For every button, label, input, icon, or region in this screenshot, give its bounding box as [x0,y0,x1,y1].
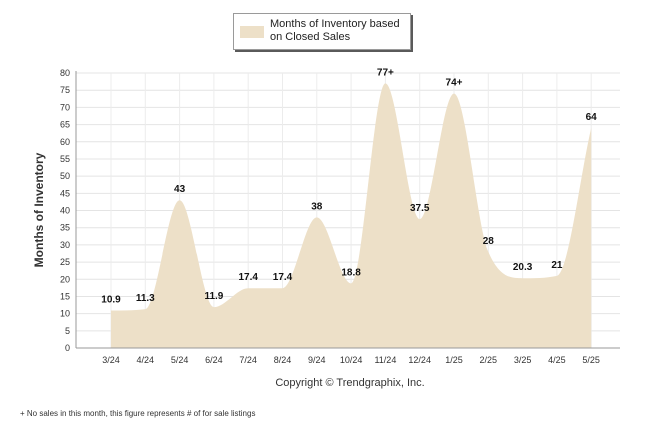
y-tick-label: 60 [60,137,70,147]
data-label: 74+ [446,78,463,89]
data-label: 21 [551,260,563,271]
data-label: 17.4 [273,272,293,283]
y-tick-label: 5 [65,326,70,336]
y-tick-label: 25 [60,257,70,267]
data-label: 18.8 [341,267,361,278]
y-axis-label: Months of Inventory [32,152,46,267]
y-tick-label: 20 [60,274,70,284]
y-tick-label: 45 [60,188,70,198]
data-labels: 10.9 11.3 43 11.9 17.4 17.4 38 18.8 77+ 37.5 74+ 28… [101,67,597,305]
y-tick-label: 15 [60,291,70,301]
y-tick-label: 55 [60,154,70,164]
data-label: 10.9 [101,295,121,306]
x-tick-label: 12/24 [408,355,431,365]
y-tick-label: 10 [60,309,70,319]
x-tick-label: 11/24 [374,355,396,365]
y-tick-label: 75 [60,85,70,95]
y-tick-label: 35 [60,223,70,233]
data-label: 77+ [377,67,394,78]
y-tick-label: 65 [60,120,70,130]
legend: Months of Inventory based on Closed Sale… [233,13,411,50]
data-label: 43 [174,184,186,195]
x-tick-label: 4/25 [548,355,566,365]
data-label: 11.9 [204,291,223,302]
x-tick-label: 4/24 [137,355,155,365]
data-label: 37.5 [410,203,430,214]
x-tick-label: 8/24 [274,355,292,365]
y-tick-label: 80 [60,68,70,78]
x-tick-label: 10/24 [340,355,363,365]
data-label: 11.3 [136,293,155,304]
y-tick-label: 40 [60,206,70,216]
x-tick-label: 9/24 [308,355,326,365]
x-tick-label: 5/25 [582,355,600,365]
axes [75,71,620,349]
x-tick-labels: 3/24 4/24 5/24 6/24 7/24 8/24 9/24 10/24 11/24 12… [102,355,600,365]
x-tick-label: 2/25 [480,355,498,365]
data-label: 20.3 [513,262,533,273]
y-tick-label: 30 [60,240,70,250]
legend-swatch [240,26,264,38]
y-tick-label: 0 [65,343,70,353]
y-tick-label: 50 [60,171,70,181]
x-tick-label: 1/25 [445,355,463,365]
footnote: + No sales in this month, this figure re… [20,409,256,418]
x-tick-label: 6/24 [205,355,223,365]
data-label: 17.4 [238,272,258,283]
series-area [111,83,592,348]
y-tick-label: 70 [60,102,70,112]
data-label: 64 [586,112,598,123]
data-label: 28 [483,236,495,247]
data-label: 38 [311,201,323,212]
legend-label: Months of Inventory based on Closed Sale… [270,18,400,43]
copyright-text: Copyright © Trendgraphix, Inc. [275,377,425,389]
x-tick-label: 7/24 [239,355,257,365]
x-tick-label: 3/25 [514,355,532,365]
x-tick-label: 5/24 [171,355,189,365]
x-tick-label: 3/24 [102,355,120,365]
y-tick-labels: 0 5 10 15 20 25 30 35 40 45 50 55 60 65 70 75 80 [60,68,70,353]
